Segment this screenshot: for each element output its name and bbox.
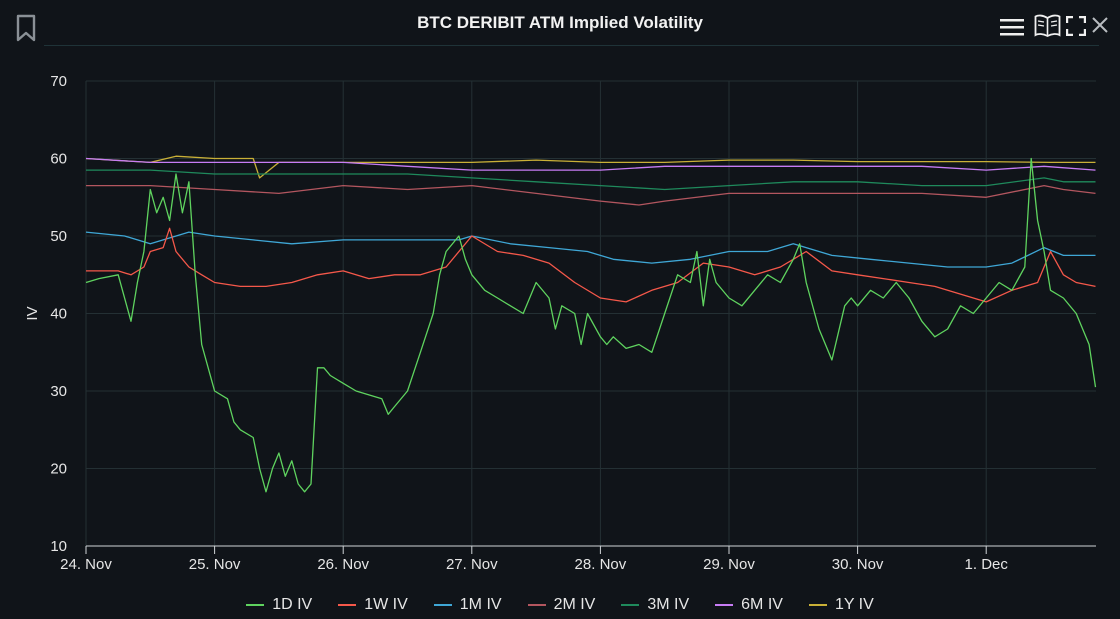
x-tick-label: 24. Nov xyxy=(60,556,112,573)
x-tick-label: 28. Nov xyxy=(575,556,627,573)
y-tick-label: 50 xyxy=(50,228,67,245)
y-tick-label: 70 xyxy=(50,73,67,90)
book-icon[interactable] xyxy=(1034,14,1061,38)
legend-swatch xyxy=(621,604,640,606)
series-line-6m-iv xyxy=(85,157,1096,171)
header-divider xyxy=(44,45,1099,46)
legend-label: 1Y IV xyxy=(834,596,874,613)
y-tick-label: 60 xyxy=(50,151,67,168)
series-line-2m-iv xyxy=(86,184,1096,206)
legend-label: 1M IV xyxy=(459,596,502,613)
legend-swatch xyxy=(246,604,265,606)
series-line-1m-iv xyxy=(85,231,1096,268)
series-line-1w-iv xyxy=(86,227,1096,303)
fullscreen-icon[interactable] xyxy=(1065,15,1087,37)
chart-title: BTC DERIBIT ATM Implied Volatility xyxy=(417,13,703,32)
y-axis-label: IV xyxy=(24,306,41,320)
legend-swatch xyxy=(715,604,734,606)
legend-label: 3M IV xyxy=(647,596,690,613)
y-tick-label: 30 xyxy=(50,383,67,400)
legend-swatch xyxy=(433,604,452,606)
legend-swatch xyxy=(808,604,827,606)
bookmark-icon[interactable] xyxy=(15,14,37,42)
legend-label: 6M IV xyxy=(741,596,783,613)
chart-header: BTC DERIBIT ATM Implied Volatility xyxy=(0,0,1120,46)
legend-label: 1W IV xyxy=(364,596,408,613)
series-line-1d-iv xyxy=(85,157,1097,493)
x-tick-label: 30. Nov xyxy=(832,556,884,573)
legend-item-6m-iv[interactable]: 6M IV xyxy=(715,594,783,616)
x-tick-label: 26. Nov xyxy=(317,556,369,573)
y-tick-label: 10 xyxy=(50,538,67,555)
legend-swatch xyxy=(527,604,546,606)
close-icon[interactable] xyxy=(1092,17,1108,33)
series-line-3m-iv xyxy=(86,169,1096,191)
x-tick-label: 27. Nov xyxy=(446,556,498,573)
legend-label: 1D IV xyxy=(272,596,313,613)
legend-item-2m-iv[interactable]: 2M IV xyxy=(527,594,596,616)
series-line-1y-iv xyxy=(85,155,1096,179)
legend-item-1y-iv[interactable]: 1Y IV xyxy=(808,594,874,616)
x-tick-label: 1. Dec xyxy=(965,556,1009,573)
legend-swatch xyxy=(338,604,357,606)
legend-item-1d-iv[interactable]: 1D IV xyxy=(246,594,312,616)
y-tick-label: 40 xyxy=(50,306,67,323)
x-tick-label: 29. Nov xyxy=(703,556,755,573)
legend-item-3m-iv[interactable]: 3M IV xyxy=(621,594,689,616)
legend-item-1m-iv[interactable]: 1M IV xyxy=(433,594,502,616)
menu-icon[interactable] xyxy=(1000,18,1024,36)
chart-legend: 1D IV 1W IV 1M IV 2M IV 3M IV 6M IV 1Y IV xyxy=(0,594,1120,616)
x-tick-label: 25. Nov xyxy=(189,556,241,573)
legend-label: 2M IV xyxy=(553,596,596,613)
legend-item-1w-iv[interactable]: 1W IV xyxy=(338,594,408,616)
y-tick-label: 20 xyxy=(50,461,67,478)
